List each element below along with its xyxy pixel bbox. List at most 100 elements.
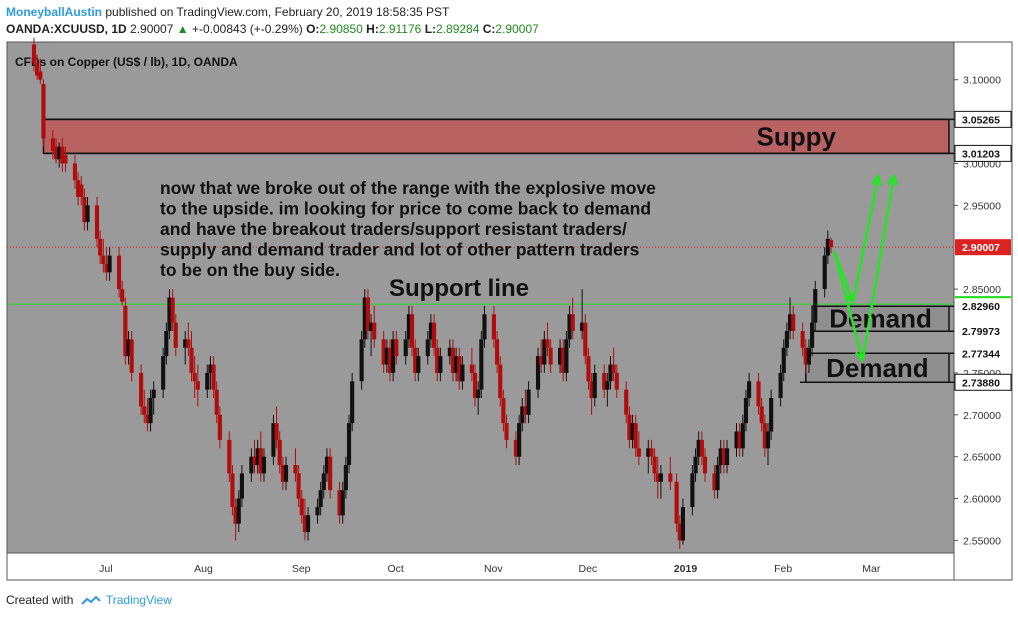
candle-body	[624, 389, 629, 415]
candle-body	[340, 490, 345, 516]
analysis-note: now that we broke out of the range with …	[160, 178, 656, 280]
candle-body	[724, 448, 730, 466]
candle-body	[72, 163, 78, 181]
candle-body	[567, 314, 572, 340]
candle-body	[472, 372, 478, 399]
candle-body	[457, 356, 462, 382]
candle-body	[129, 339, 134, 373]
candle-body	[504, 423, 509, 440]
candle-body	[476, 389, 481, 399]
candle-body	[170, 297, 175, 323]
candle-body	[315, 506, 320, 516]
projection-arrowhead-icon	[887, 173, 898, 186]
candle-body	[564, 339, 569, 373]
price-label: 2.82960	[962, 301, 1000, 313]
candle-body	[101, 255, 106, 264]
y-tick-label: 2.85000	[963, 284, 1001, 296]
candle-body	[230, 473, 235, 507]
candle-body	[580, 322, 585, 332]
change-arrow-icon: ▲	[176, 22, 189, 36]
candle-body	[428, 322, 433, 340]
candle-body	[696, 439, 701, 457]
candle-body	[57, 146, 62, 160]
supply-zone-label: Suppy	[756, 121, 836, 151]
candle-body	[318, 490, 323, 507]
chart-title: CFDs on Copper (US$ / lb), 1D, OANDA	[15, 55, 238, 69]
candle-body	[343, 465, 348, 491]
candle-body	[517, 423, 522, 457]
candle-body	[498, 364, 503, 399]
candle-body	[208, 364, 213, 373]
low-label: L:	[424, 22, 437, 36]
candle-body	[592, 372, 597, 399]
candle-body	[227, 439, 232, 474]
high-value: 2.91176	[378, 22, 422, 36]
candle-body	[454, 356, 459, 373]
analysis-note-line: now that we broke out of the range with …	[160, 178, 656, 198]
candle-body	[271, 423, 276, 457]
candle-body	[715, 465, 720, 491]
x-tick-label: Oct	[388, 563, 404, 575]
analysis-note-line: and have the breakout traders/support re…	[160, 219, 627, 239]
candle-body	[570, 314, 575, 332]
candle-body	[491, 314, 496, 340]
candle-body	[658, 473, 663, 482]
analysis-note-line: supply and demand trader and lot of othe…	[160, 240, 640, 260]
open-value: 2.90850	[319, 22, 363, 36]
candle-body	[350, 381, 355, 424]
candle-body	[769, 398, 774, 432]
candle-body	[239, 473, 244, 499]
candle-body	[791, 314, 796, 332]
author-link[interactable]: MoneyballAustin	[6, 5, 103, 19]
candle-body	[608, 364, 613, 382]
candle-body	[803, 347, 808, 365]
candle-body	[151, 389, 156, 399]
candle-body	[258, 448, 263, 474]
candle-body	[148, 398, 153, 424]
candle-body	[321, 473, 326, 491]
candle-body	[469, 364, 474, 373]
x-tick-label: 2019	[674, 563, 698, 575]
y-tick-label: 2.70000	[963, 410, 1001, 422]
candle-body	[756, 381, 761, 407]
candle-body	[252, 456, 257, 466]
candle-body	[747, 381, 752, 399]
candle-body	[205, 372, 210, 390]
candle-body	[116, 255, 122, 290]
candle-body	[82, 196, 87, 223]
candle-body	[76, 180, 81, 197]
candle-body	[762, 423, 767, 449]
candle-body	[183, 339, 188, 348]
y-tick-label: 2.55000	[963, 535, 1001, 547]
demand-zone-label: Demand	[826, 353, 929, 383]
candle-body	[526, 389, 531, 415]
candle-body	[409, 314, 415, 348]
candle-body	[432, 322, 437, 348]
x-tick-label: Aug	[194, 563, 213, 575]
x-tick-label: Sep	[292, 563, 311, 575]
candle-body	[435, 347, 440, 373]
tradingview-brand-link[interactable]: TradingView	[105, 593, 172, 607]
price-label: 2.79973	[962, 326, 1000, 338]
price-label-box	[954, 144, 1012, 162]
projection-arrowhead-icon	[855, 350, 866, 364]
candle-body	[447, 347, 452, 357]
candle-body	[800, 331, 805, 348]
candle-body	[236, 498, 241, 524]
candle-body	[195, 381, 200, 390]
candle-body	[139, 372, 144, 407]
candle-body	[142, 406, 147, 415]
candle-body	[690, 473, 695, 507]
last-price: 2.90007	[130, 22, 174, 36]
candle-body	[123, 305, 128, 357]
x-tick-label: Feb	[774, 563, 792, 575]
candle-body	[633, 423, 638, 449]
candle-body	[810, 322, 815, 348]
candle-body	[674, 481, 679, 524]
candle-body	[677, 523, 682, 541]
candle-body	[822, 255, 827, 290]
candle-body	[233, 506, 238, 524]
symbol-label: OANDA:XCUUSD, 1D	[6, 22, 127, 36]
publish-info: MoneyballAustin published on TradingView…	[6, 5, 449, 19]
